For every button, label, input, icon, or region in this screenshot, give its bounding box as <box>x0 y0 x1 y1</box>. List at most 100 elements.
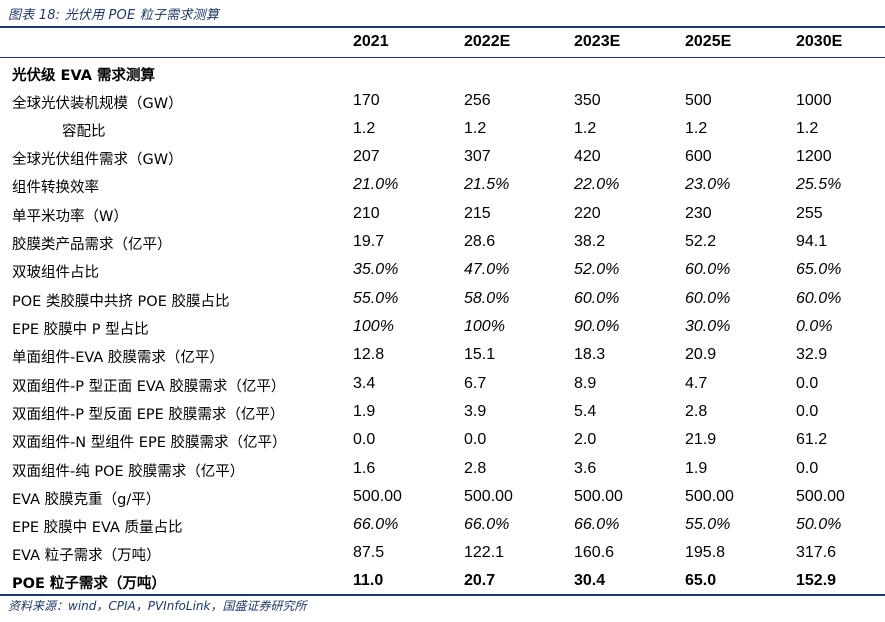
cell-2023e: 1.2 <box>574 120 597 137</box>
cell-2025e: 500 <box>685 92 712 109</box>
table-row-global-installation: 全球光伏装机规模（GW） 170 256 350 500 1000 <box>0 87 885 115</box>
cell-2021: 21.0% <box>353 176 399 193</box>
row-label: 容配比 <box>62 124 106 140</box>
cell-2022e: 0.0 <box>464 431 487 448</box>
header-rule <box>0 57 885 58</box>
row-label: 单平米功率（W） <box>12 209 128 225</box>
cell-2025e: 1.9 <box>685 460 708 477</box>
cell-2030e: 50.0% <box>796 516 842 533</box>
cell-2022e: 307 <box>464 148 491 165</box>
cell-2025e: 60.0% <box>685 261 731 278</box>
cell-2025e: 600 <box>685 148 712 165</box>
cell-2025e: 500.00 <box>685 488 734 505</box>
cell-2022e: 500.00 <box>464 488 513 505</box>
cell-2023e: 500.00 <box>574 488 623 505</box>
cell-2025e: 23.0% <box>685 176 731 193</box>
cell-2023e: 18.3 <box>574 346 606 363</box>
cell-2021: 12.8 <box>353 346 385 363</box>
cell-2023e: 420 <box>574 148 601 165</box>
cell-2030e: 0.0% <box>796 318 833 335</box>
cell-2023e: 220 <box>574 205 601 222</box>
row-label: 单面组件-EVA 胶膜需求（亿平） <box>12 350 224 366</box>
table-row-eva-film-weight: EVA 胶膜克重（g/平） 500.00 500.00 500.00 500.0… <box>0 483 885 511</box>
cell-2030e: 0.0 <box>796 375 819 392</box>
row-label: 全球光伏组件需求（GW） <box>12 152 183 168</box>
caption-rule <box>0 26 885 28</box>
cell-2021: 11.0 <box>353 572 384 589</box>
cell-2021: 19.7 <box>353 233 385 250</box>
cell-2023e: 38.2 <box>574 233 606 250</box>
table-row-film-demand: 胶膜类产品需求（亿平） 19.7 28.6 38.2 52.2 94.1 <box>0 228 885 256</box>
table-row-epe-p-type-share: EPE 胶膜中 P 型占比 100% 100% 90.0% 30.0% 0.0% <box>0 313 885 341</box>
cell-2021: 35.0% <box>353 261 399 278</box>
cell-2023e: 350 <box>574 92 601 109</box>
cell-2025e: 230 <box>685 205 712 222</box>
cell-2025e: 2.8 <box>685 403 708 420</box>
cell-2022e: 47.0% <box>464 261 510 278</box>
cell-2025e: 30.0% <box>685 318 731 335</box>
cell-2023e: 30.4 <box>574 572 606 589</box>
cell-2022e: 15.1 <box>464 346 496 363</box>
cell-2022e: 100% <box>464 318 505 335</box>
table-row-coextruded-poe-share: POE 类胶膜中共挤 POE 胶膜占比 55.0% 58.0% 60.0% 60… <box>0 285 885 313</box>
cell-2022e: 256 <box>464 92 491 109</box>
cell-2023e: 52.0% <box>574 261 620 278</box>
cell-2023e: 2.0 <box>574 431 597 448</box>
cell-2023e: 90.0% <box>574 318 620 335</box>
cell-2025e: 55.0% <box>685 516 731 533</box>
table-row-eva-resin-demand: EVA 粒子需求（万吨） 87.5 122.1 160.6 195.8 317.… <box>0 539 885 567</box>
cell-2021: 1.9 <box>353 403 376 420</box>
cell-2021: 100% <box>353 318 394 335</box>
row-label: POE 类胶膜中共挤 POE 胶膜占比 <box>12 294 230 310</box>
cell-2025e: 195.8 <box>685 544 726 561</box>
cell-2030e: 0.0 <box>796 460 819 477</box>
cell-2025e: 21.9 <box>685 431 717 448</box>
cell-2025e: 1.2 <box>685 120 708 137</box>
cell-2025e: 65.0 <box>685 572 717 589</box>
year-header-row: 2021 2022E 2023E 2025E 2030E <box>0 29 885 56</box>
table-row-power-per-sqm: 单平米功率（W） 210 215 220 230 255 <box>0 200 885 228</box>
row-label: 胶膜类产品需求（亿平） <box>12 237 172 253</box>
cell-2021: 0.0 <box>353 431 376 448</box>
cell-2025e: 52.2 <box>685 233 717 250</box>
table-row-conversion-efficiency: 组件转换效率 21.0% 21.5% 22.0% 23.0% 25.5% <box>0 171 885 199</box>
cell-2030e: 1200 <box>796 148 832 165</box>
cell-2022e: 2.8 <box>464 460 487 477</box>
cell-2021: 170 <box>353 92 380 109</box>
cell-2021: 207 <box>353 148 380 165</box>
row-label: 双面组件-P 型正面 EVA 胶膜需求（亿平） <box>12 379 286 395</box>
row-label: 双面组件-P 型反面 EPE 胶膜需求（亿平） <box>12 407 285 423</box>
year-header-2030e: 2030E <box>796 33 843 50</box>
table-row-epe-eva-mass-share: EPE 胶膜中 EVA 质量占比 66.0% 66.0% 66.0% 55.0%… <box>0 511 885 539</box>
table-row-bifacial-pure-poe: 双面组件-纯 POE 胶膜需求（亿平） 1.6 2.8 3.6 1.9 0.0 <box>0 455 885 483</box>
table-row-mono-facial-eva: 单面组件-EVA 胶膜需求（亿平） 12.8 15.1 18.3 20.9 32… <box>0 341 885 369</box>
row-label: EVA 胶膜克重（g/平） <box>12 492 161 508</box>
cell-2021: 3.4 <box>353 375 376 392</box>
section-title: 光伏级 EVA 需求测算 <box>12 68 155 84</box>
row-label: 双面组件-N 型组件 EPE 胶膜需求（亿平） <box>12 435 287 451</box>
cell-2021: 210 <box>353 205 380 222</box>
cell-2030e: 65.0% <box>796 261 842 278</box>
year-header-2022e: 2022E <box>464 33 511 50</box>
cell-2030e: 1.2 <box>796 120 819 137</box>
bottom-rule <box>0 594 885 596</box>
row-label: POE 粒子需求（万吨） <box>12 576 166 592</box>
cell-2021: 1.6 <box>353 460 376 477</box>
cell-2030e: 32.9 <box>796 346 828 363</box>
cell-2030e: 317.6 <box>796 544 837 561</box>
table-row-dc-ac-ratio: 容配比 1.2 1.2 1.2 1.2 1.2 <box>0 115 885 143</box>
cell-2030e: 500.00 <box>796 488 845 505</box>
cell-2021: 1.2 <box>353 120 376 137</box>
source-note: 资料来源：wind，CPIA，PVInfoLink，国盛证券研究所 <box>8 599 307 613</box>
cell-2030e: 152.9 <box>796 572 837 589</box>
cell-2030e: 255 <box>796 205 823 222</box>
table-row-dual-glass-share: 双玻组件占比 35.0% 47.0% 52.0% 60.0% 65.0% <box>0 256 885 284</box>
cell-2023e: 5.4 <box>574 403 597 420</box>
cell-2030e: 0.0 <box>796 403 819 420</box>
row-label: 全球光伏装机规模（GW） <box>12 96 183 112</box>
cell-2022e: 3.9 <box>464 403 487 420</box>
cell-2022e: 122.1 <box>464 544 505 561</box>
row-label: EPE 胶膜中 P 型占比 <box>12 322 149 338</box>
cell-2022e: 20.7 <box>464 572 496 589</box>
cell-2030e: 60.0% <box>796 290 842 307</box>
